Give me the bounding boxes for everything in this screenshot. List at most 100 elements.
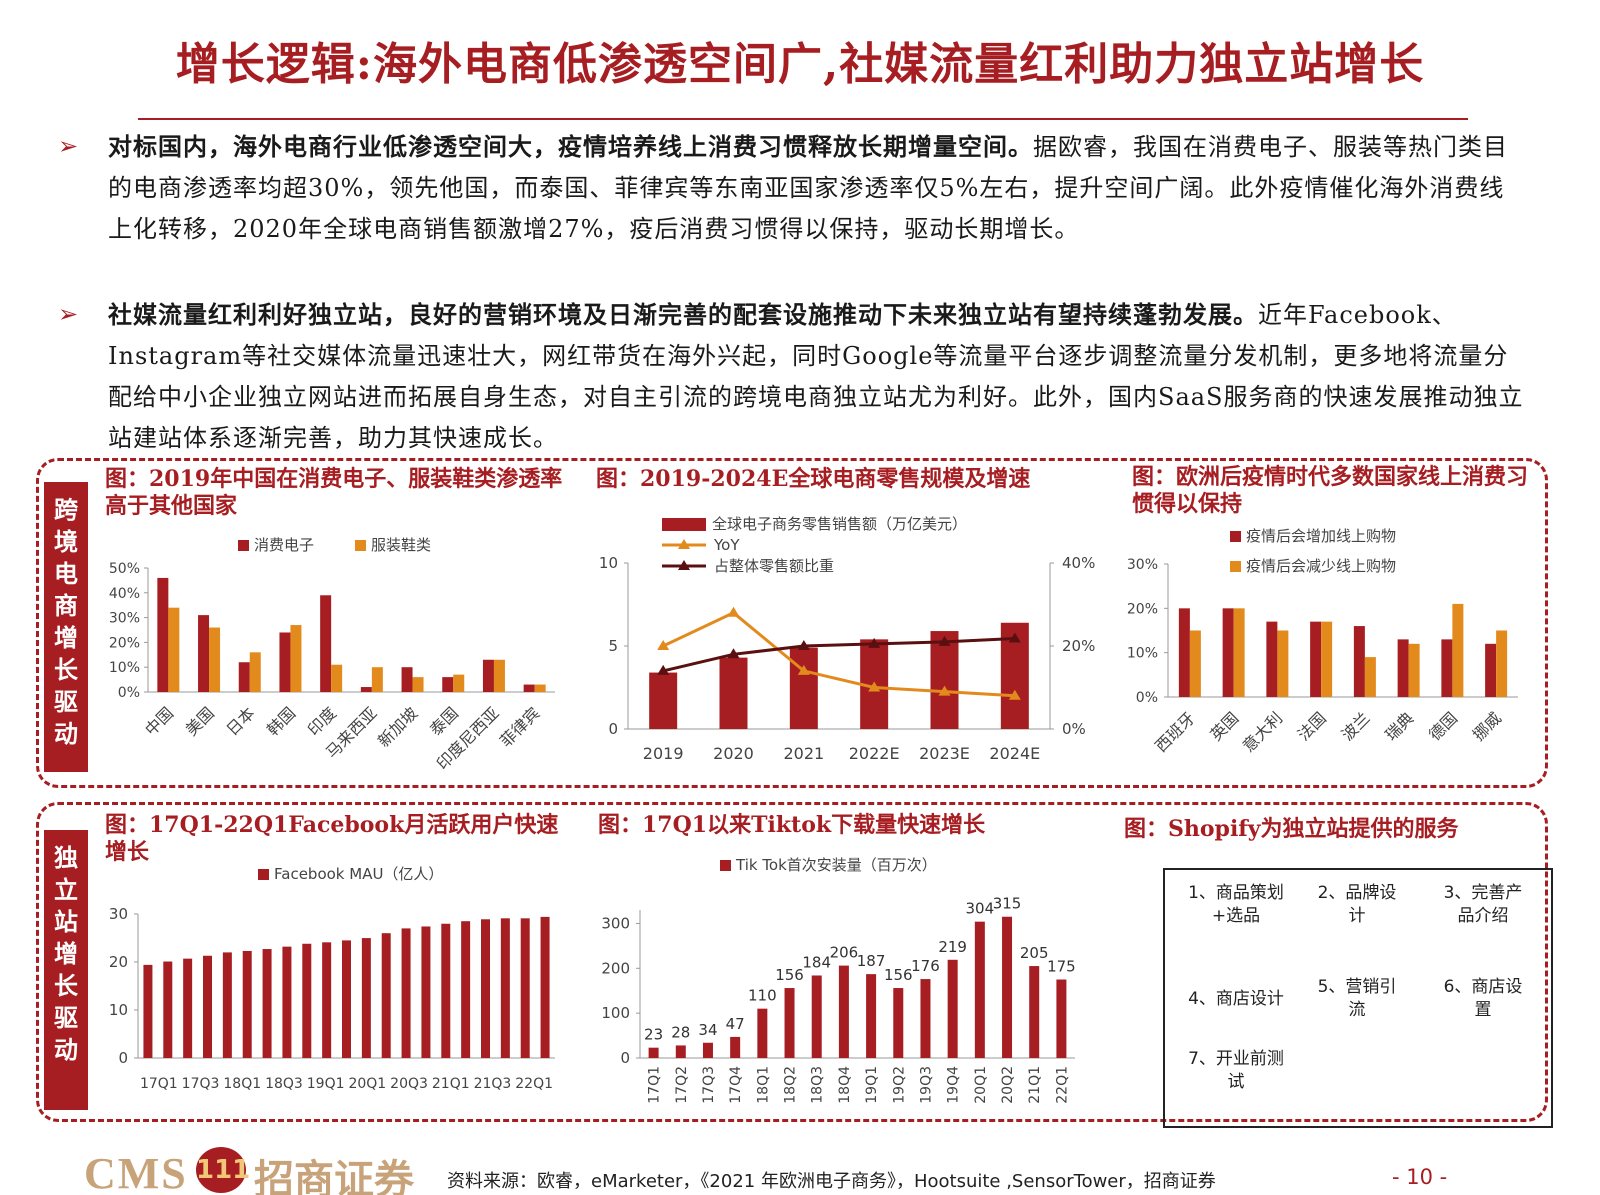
bar-consumer-electronics <box>238 662 250 692</box>
bullet-icon: ➢ <box>58 132 79 160</box>
y-tick-label-right: 40% <box>1062 554 1095 572</box>
legend-increase-swatch <box>1230 531 1241 542</box>
chart-facebook-mau: Facebook MAU（亿人） 0 10 20 30 17Q1 17Q3 18Q1 18Q3 1… <box>109 865 555 1092</box>
shopify-title: 图：Shopify为独立站提供的服务 <box>1124 816 1459 842</box>
bar-facebook-mau <box>282 946 292 1058</box>
data-label: 304 <box>966 900 995 918</box>
bar-apparel <box>412 677 424 692</box>
y-tick-label-right: 20% <box>1062 637 1095 655</box>
x-tick-label: 19Q3 <box>918 1066 934 1104</box>
y-tick-label: 40% <box>109 586 140 602</box>
x-tick-label: 2024E <box>989 744 1040 763</box>
bar-facebook-mau <box>481 919 490 1058</box>
x-tick-label: 德国 <box>1425 708 1461 744</box>
x-tick-label: 2019 <box>643 744 684 763</box>
x-tick-label: 22Q1 <box>515 1076 553 1092</box>
data-label: 28 <box>671 1023 690 1041</box>
bar-facebook-mau <box>401 928 411 1058</box>
chart-europe-habits: 疫情后会增加线上购物疫情后会减少线上购物 0% 10% 20% 30% 西班牙 英国意大利法… <box>1127 527 1518 756</box>
point-yoy <box>727 606 740 617</box>
x-tick-label: 泰国 <box>426 703 462 739</box>
legend-facebook-mau-label: Facebook MAU（亿人） <box>274 865 443 883</box>
x-tick-label: 22Q1 <box>1054 1066 1070 1104</box>
y-tick-label: 20% <box>109 635 140 651</box>
bar-tiktok-installs <box>757 1008 768 1058</box>
x-tick-label: 新加坡 <box>374 703 421 750</box>
bar-consumer-electronics <box>198 615 210 692</box>
section-box-cross-border <box>36 458 1548 788</box>
bar-decrease <box>1277 630 1289 697</box>
bar-facebook-mau <box>203 955 212 1058</box>
bar-apparel <box>453 674 465 692</box>
x-tick-label: 18Q4 <box>837 1066 853 1104</box>
x-tick-label: 19Q1 <box>864 1066 880 1104</box>
x-tick-label: 18Q2 <box>783 1066 799 1104</box>
data-label: 315 <box>993 895 1022 913</box>
bar-decrease <box>1233 608 1245 697</box>
x-tick-label: 17Q2 <box>674 1066 690 1104</box>
point-yoy <box>868 681 881 692</box>
bar-facebook-mau <box>361 938 371 1058</box>
x-tick-label: 17Q4 <box>728 1066 744 1104</box>
x-tick-label: 21Q1 <box>432 1076 470 1092</box>
side-label-independent-site: 独立站增长驱动 <box>44 830 88 1110</box>
point-yoy <box>938 685 951 696</box>
bar-decrease <box>1496 630 1508 697</box>
bar-tiktok-installs <box>920 979 931 1058</box>
data-label: 187 <box>857 952 886 970</box>
bar-consumer-electronics <box>320 595 332 692</box>
bar-tiktok-installs <box>974 921 985 1058</box>
x-tick-label: 21Q3 <box>474 1076 512 1092</box>
legend-consumer-electronics-swatch <box>238 540 249 551</box>
bar-facebook-mau <box>441 923 451 1058</box>
section-box-independent-site <box>36 802 1548 1122</box>
bar-facebook-mau <box>302 943 312 1058</box>
bar-tiktok-installs <box>1029 966 1040 1058</box>
data-label: 176 <box>911 957 940 975</box>
bar-decrease <box>1408 643 1420 697</box>
data-label: 47 <box>726 1015 745 1033</box>
x-tick-label: 18Q1 <box>755 1066 771 1104</box>
bar-tiktok-installs <box>784 988 795 1058</box>
bar-facebook-mau <box>500 918 510 1058</box>
y-tick-label: 20% <box>1127 601 1158 617</box>
bar-facebook-mau <box>421 926 431 1058</box>
bar-tiktok-installs <box>1056 979 1067 1058</box>
legend-yoy-marker <box>678 539 690 549</box>
data-label: 156 <box>884 966 913 984</box>
paragraph-2-body: 近年Facebook、Instagram等社交媒体流量迅速壮大，网红带货在海外兴… <box>108 301 1524 452</box>
bar-increase <box>1485 643 1497 697</box>
x-tick-label: 17Q3 <box>182 1076 220 1092</box>
bar-apparel <box>168 607 180 692</box>
bar-tiktok-installs <box>947 959 958 1058</box>
x-tick-label: 中国 <box>141 703 177 739</box>
x-tick-label: 19Q4 <box>946 1066 962 1104</box>
bar-facebook-mau <box>381 933 391 1058</box>
x-tick-label: 西班牙 <box>1151 708 1198 755</box>
bar-decrease <box>1189 630 1201 697</box>
point-yoy <box>657 640 670 650</box>
x-tick-label: 17Q1 <box>647 1066 663 1104</box>
point-share <box>868 637 881 648</box>
x-tick-label: 18Q3 <box>265 1076 303 1092</box>
bar-facebook-mau <box>183 958 193 1058</box>
x-tick-label: 2023E <box>919 744 970 763</box>
point-yoy <box>797 664 810 675</box>
y-tick-label: 200 <box>601 959 630 977</box>
bar-apparel <box>331 664 343 692</box>
x-tick-label: 20Q2 <box>1000 1066 1016 1104</box>
legend-increase-label: 疫情后会增加线上购物 <box>1246 527 1396 545</box>
bar-facebook-mau <box>222 952 232 1058</box>
chart-global-ecommerce: 全球电子商务零售销售额（万亿美元） YoY 占整体零售额比重 0 5 10 0% 20% 40%… <box>599 515 1095 763</box>
legend-share-label: 占整体零售额比重 <box>714 557 834 575</box>
data-label: 23 <box>644 1026 663 1044</box>
bar-tiktok-installs <box>730 1036 741 1058</box>
legend-apparel-label: 服装鞋类 <box>371 536 431 554</box>
bar-tiktok-installs <box>1002 916 1013 1058</box>
source-note: 资料来源：欧睿，eMarketer，《2021 年欧洲电子商务》，Hootsui… <box>447 1171 1216 1192</box>
x-tick-label: 印度 <box>304 703 340 739</box>
y-tick-label: 300 <box>601 914 630 932</box>
bar-tiktok-installs <box>675 1045 686 1058</box>
bar-facebook-mau <box>461 921 471 1058</box>
